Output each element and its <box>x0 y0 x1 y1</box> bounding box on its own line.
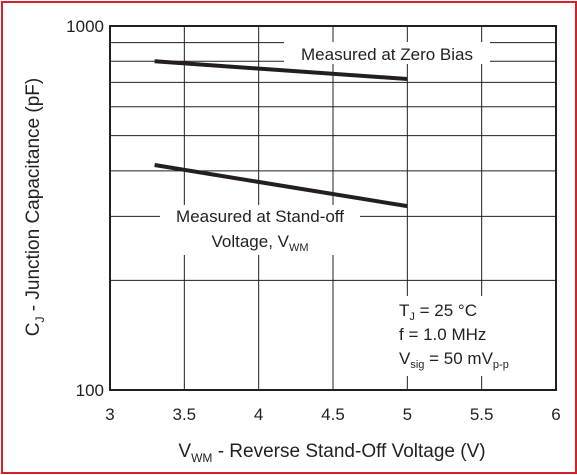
x-tick-label: 5.5 <box>470 405 494 424</box>
condition-tj: TJ = 25 °C <box>399 301 477 323</box>
x-axis-label: VWM - Reverse Stand-Off Voltage (V) <box>178 441 485 465</box>
series-line-zero-bias <box>154 59 408 82</box>
condition-frequency: f = 1.0 MHz <box>399 325 486 344</box>
y-tick-label: 100 <box>76 381 104 400</box>
annotation-standoff-bg <box>160 205 360 255</box>
y-tick-label: 1000 <box>66 17 104 36</box>
x-tick-label: 4.5 <box>321 405 345 424</box>
annotation-standoff-line1: Measured at Stand-off <box>176 207 344 226</box>
series-line-standoff <box>154 163 408 209</box>
annotation-standoff-line2: Voltage, VWM <box>211 232 308 254</box>
x-tick-label: 3.5 <box>173 405 197 424</box>
x-tick-label: 6 <box>551 405 560 424</box>
x-tick-label: 4 <box>254 405 263 424</box>
tick-labels: 3 3.5 4 4.5 5 5.5 6 1000 100 <box>66 17 561 424</box>
series-layer <box>154 59 408 209</box>
annotation-zero-bias: Measured at Zero Bias <box>301 45 473 64</box>
plot-area <box>109 25 557 391</box>
condition-vsig: Vsig = 50 mVp-p <box>399 349 509 371</box>
conditions-bg <box>393 296 533 376</box>
y-axis-label: CJ - Junction Capacitance (pF) <box>23 78 47 336</box>
annotation-zero-bias-bg <box>284 42 490 64</box>
x-tick-label: 5 <box>403 405 412 424</box>
x-tick-label: 3 <box>105 405 114 424</box>
